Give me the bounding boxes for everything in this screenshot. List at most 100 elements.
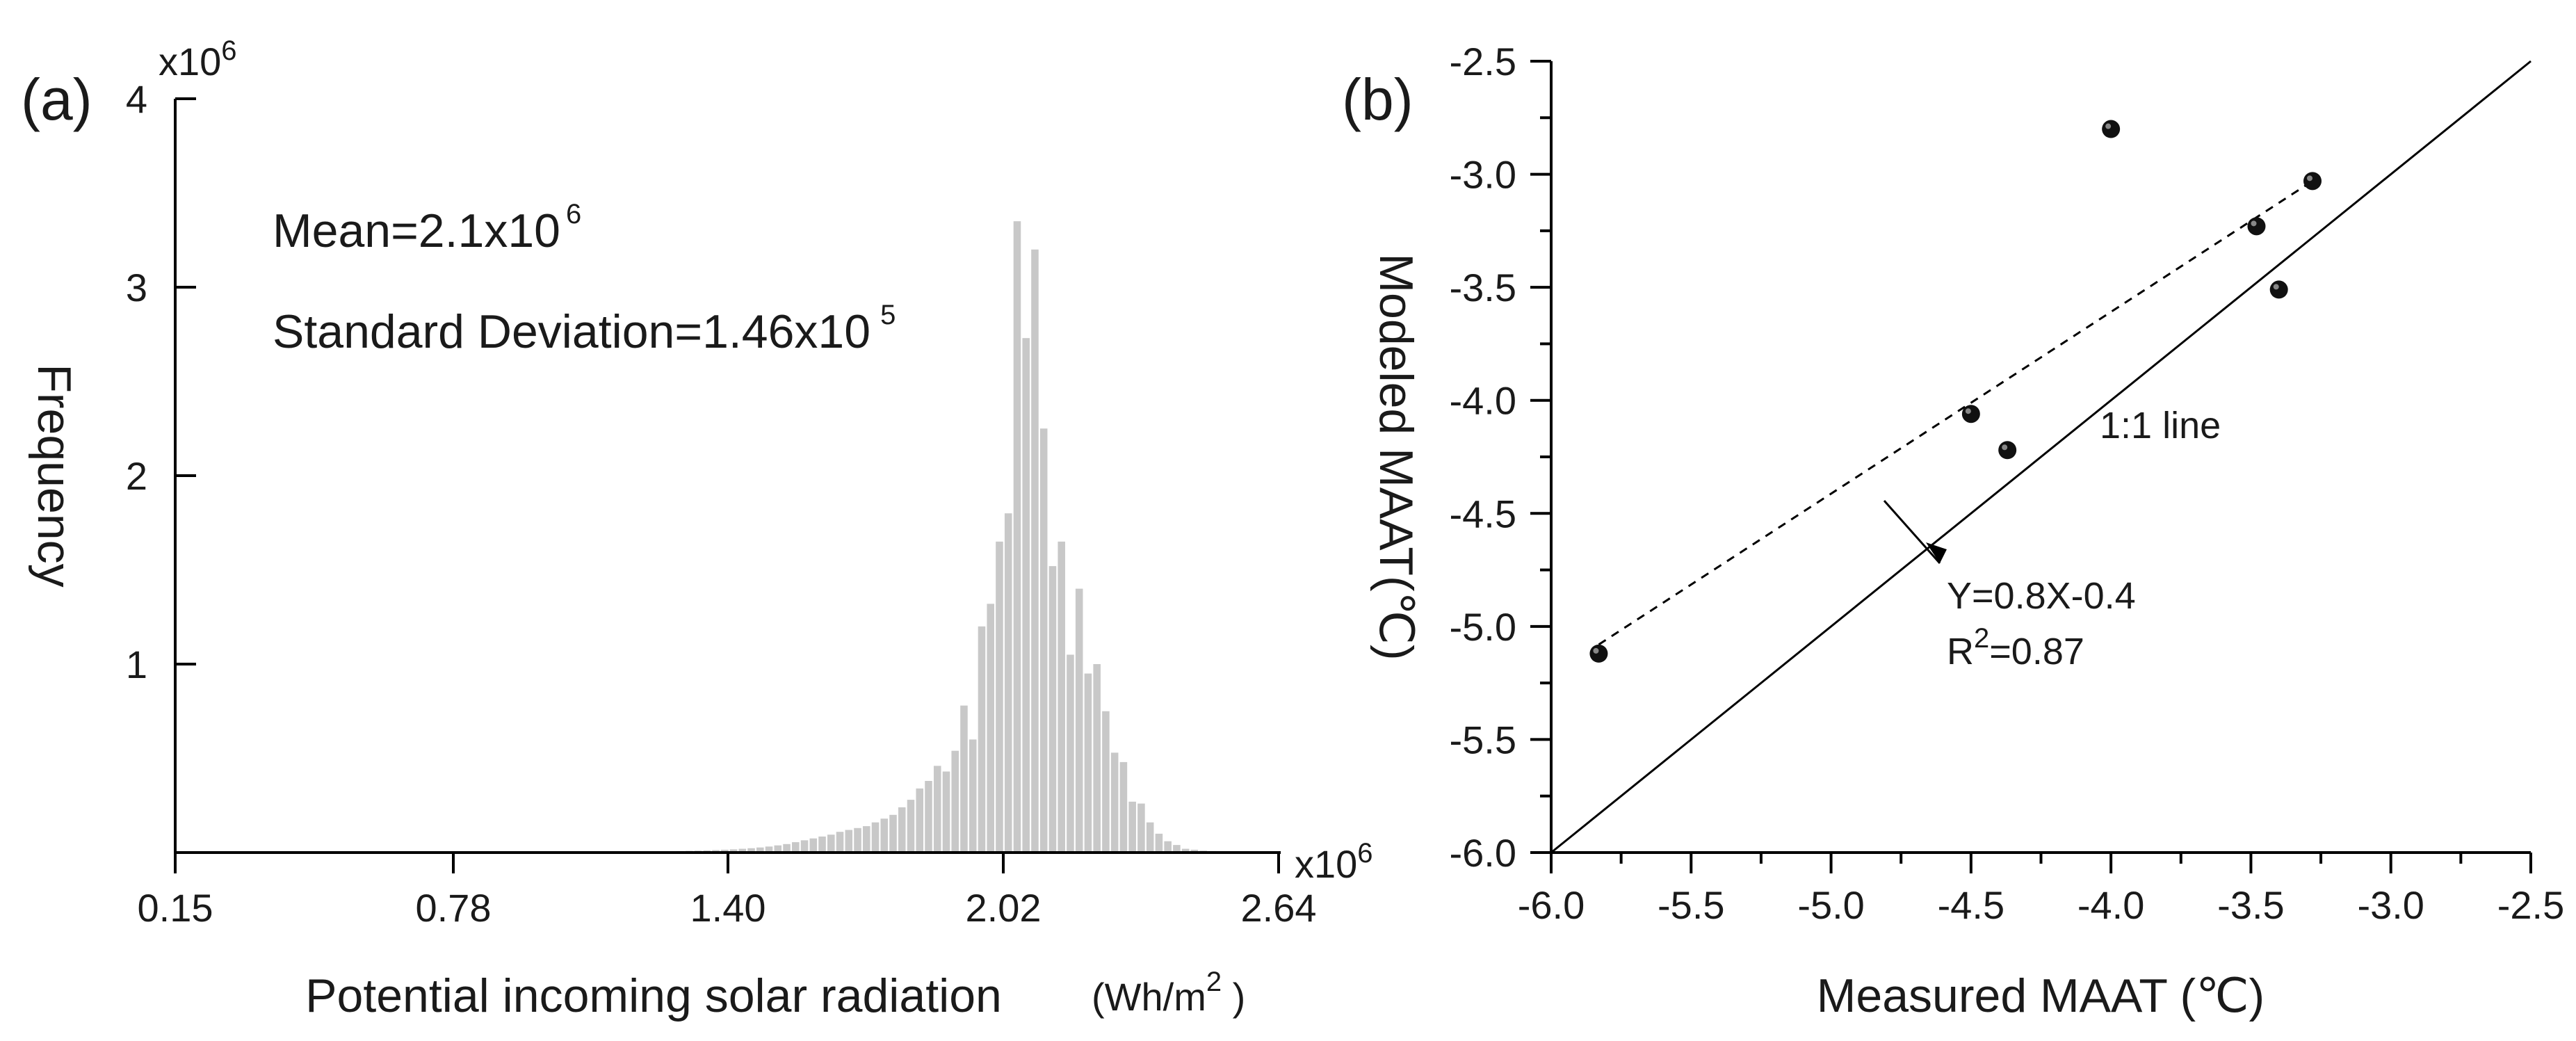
histogram-bar [969, 739, 977, 853]
histogram-bar [1173, 845, 1181, 853]
histogram-bar [996, 541, 1003, 853]
histogram-bar [836, 832, 844, 853]
histogram-bar [1031, 249, 1039, 853]
histogram-bar [925, 781, 932, 853]
histogram-bar [845, 830, 853, 853]
histogram-bar [1004, 513, 1012, 853]
histogram-bar [942, 771, 950, 853]
mean-annotation: Mean=2.1x10 6 [273, 199, 581, 257]
panel-b-label: (b) [1342, 67, 1413, 132]
scatter-point-highlight [2002, 444, 2008, 451]
y-multiplier-base: x10 [159, 40, 221, 83]
histogram-bar [933, 766, 941, 853]
r2-prefix: R [1947, 631, 1974, 672]
b-ytick-label: -3.5 [1450, 266, 1517, 309]
a-x-axis-unit: (Wh/m2 ) [1092, 967, 1245, 1019]
equation-pointer-arrowhead [1926, 542, 1947, 563]
histogram-bar [729, 849, 738, 853]
mean-exp: 6 [566, 199, 581, 229]
panel-b: (b) -6.0 -5.5 -5.0 -4.5 -4.0 -3.5 -3.0 -2.5-6.0… [1342, 40, 2564, 1022]
histogram-bar [1181, 848, 1190, 853]
scatter-point-highlight [2273, 284, 2279, 290]
histogram-bar [827, 834, 835, 853]
a-xtick-label-1: 0.78 [416, 886, 492, 930]
histogram-bar [765, 846, 773, 853]
b-xtick-label: -2.5 [2497, 883, 2565, 927]
histogram-bar [916, 788, 924, 853]
histogram-bar [1013, 221, 1021, 853]
a-x-unit-sup: 2 [1206, 967, 1222, 997]
histogram-bar [1102, 711, 1110, 853]
scatter-point [2247, 217, 2266, 236]
a-ytick-label-2: 2 [126, 454, 147, 498]
std-exp: 5 [880, 300, 896, 330]
scatter-point-highlight [2306, 175, 2312, 181]
b-xtick-label: -5.0 [1797, 883, 1865, 927]
histogram-bar [818, 836, 826, 853]
a-ytick-label-3: 3 [126, 266, 147, 309]
b-ytick-label: -4.5 [1450, 492, 1517, 535]
histogram-bar [1093, 664, 1101, 853]
a-y-ticks: 1 2 3 4 [126, 77, 196, 686]
equation-pointer [1883, 500, 1941, 564]
histogram-bar [889, 814, 897, 853]
b-xtick-label: -4.5 [1938, 883, 2005, 927]
x-multiplier: x106 [1295, 838, 1373, 886]
a-xtick-label-0: 0.15 [138, 886, 213, 930]
scatter-point [1961, 405, 1980, 423]
b-ytick-label: -5.0 [1450, 605, 1517, 649]
histogram-bar [783, 844, 791, 853]
histogram-bar [951, 750, 959, 853]
a-xtick-label-2: 1.40 [690, 886, 766, 930]
b-ytick-label: -6.0 [1450, 831, 1517, 875]
y-multiplier: x106 [159, 35, 237, 83]
histogram-bar [854, 828, 861, 853]
histogram-bar [774, 845, 782, 853]
a-x-unit-close: ) [1222, 975, 1245, 1019]
histogram-bar [978, 626, 986, 853]
b-xtick-label: -6.0 [1518, 883, 1585, 927]
std-annotation: Standard Deviation=1.46x10 5 [273, 300, 896, 358]
histogram-bar [1084, 673, 1092, 853]
histogram-bar [880, 818, 889, 853]
histogram-bars [650, 221, 1234, 853]
b-xtick-label: -4.0 [2077, 883, 2145, 927]
histogram-bar [1110, 752, 1119, 853]
histogram-bar [721, 849, 729, 853]
histogram-bar [1146, 822, 1154, 853]
histogram-bar [907, 800, 915, 853]
one-to-one-label: 1:1 line [2100, 405, 2221, 446]
x-multiplier-exp: 6 [1357, 838, 1372, 869]
histogram-bar [1039, 428, 1048, 853]
scatter-point-highlight [2105, 123, 2112, 129]
histogram-bar [1190, 849, 1199, 853]
panel-a-label: (a) [21, 67, 92, 132]
scatter-point-highlight [1593, 647, 1599, 654]
histogram-bar [756, 847, 764, 853]
histogram-bar [738, 848, 747, 853]
histogram-bar [1058, 541, 1065, 853]
scatter-point [2269, 280, 2288, 299]
r2-sup: 2 [1974, 623, 1989, 654]
b-xtick-label: -5.5 [1658, 883, 1725, 927]
a-x-ticks: 0.15 0.78 1.40 2.02 2.64 [138, 853, 1317, 930]
histogram-bar [1067, 654, 1074, 853]
scatter-points [1589, 120, 2322, 663]
scatter-point-highlight [2251, 220, 2257, 227]
one-to-one-line [1550, 60, 2532, 854]
a-x-unit-base: (Wh/m [1092, 975, 1206, 1019]
histogram-bar [809, 838, 818, 853]
std-text: Standard Deviation=1.46x10 [273, 305, 870, 358]
scatter-point [1589, 644, 1608, 663]
mean-text: Mean=2.1x10 [273, 204, 560, 257]
b-ytick-label: -4.0 [1450, 379, 1517, 423]
histogram-bar [871, 822, 880, 853]
histogram-bar [792, 842, 800, 853]
histogram-bar [987, 604, 995, 853]
histogram-bar [1137, 803, 1145, 853]
b-y-axis-title: Modeled MAAT(℃) [1370, 253, 1423, 660]
histogram-bar [1128, 801, 1136, 853]
r2-value: =0.87 [1989, 631, 2084, 672]
a-xtick-label-3: 2.02 [966, 886, 1042, 930]
